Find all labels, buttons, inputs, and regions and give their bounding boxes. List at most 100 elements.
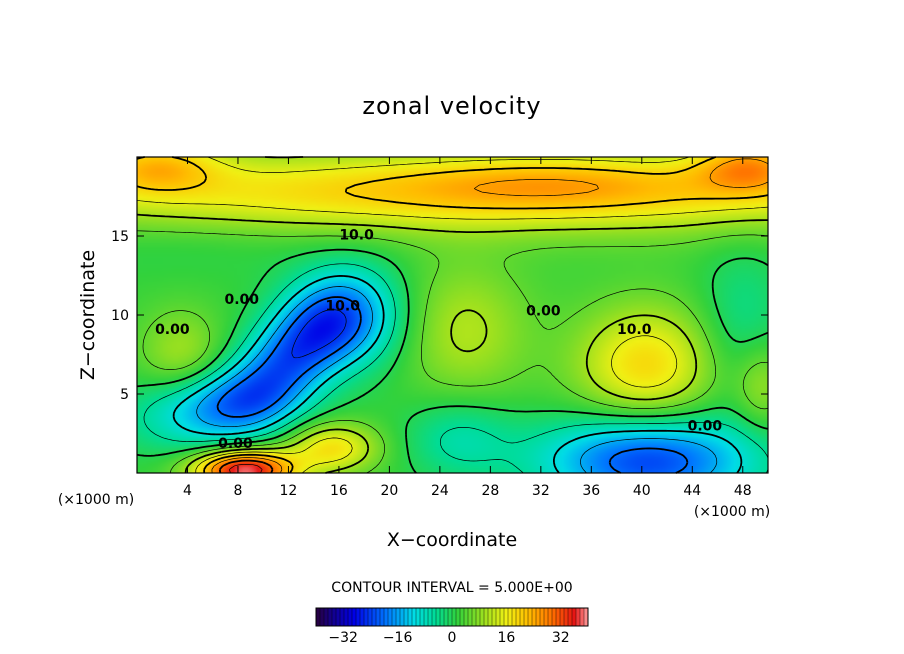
x-tick-label: 36 — [582, 483, 600, 499]
contour-label: 0.00 — [218, 436, 253, 452]
colorbar-swatch — [336, 608, 341, 626]
colorbar-swatch — [424, 608, 429, 626]
contour-line — [136, 156, 769, 474]
colorbar-swatch — [528, 608, 533, 626]
colorbar-swatch — [536, 608, 541, 626]
contour-interval-label: CONTOUR INTERVAL = 5.000E+00 — [331, 580, 572, 596]
contour-line — [211, 158, 769, 474]
colorbar-swatch — [568, 608, 573, 626]
colorbar: −32 −16 0 16 32 — [315, 607, 589, 646]
colorbar-swatch — [344, 608, 349, 626]
colorbar-swatch — [464, 608, 469, 626]
x-tick-label: 12 — [280, 483, 298, 499]
colorbar-tick-label: 32 — [552, 630, 570, 646]
x-tick-label: 4 — [183, 483, 192, 499]
colorbar-swatch — [392, 608, 397, 626]
y-tick-label: 15 — [111, 229, 129, 245]
colorbar-swatch — [556, 608, 561, 626]
colorbar-swatch — [328, 608, 333, 626]
colorbar-swatch — [376, 608, 381, 626]
colorbar-swatch — [432, 608, 437, 626]
x-axis-label: X−coordinate — [387, 529, 517, 551]
contour-line — [216, 296, 689, 474]
colorbar-swatch — [388, 608, 393, 626]
colorbar-swatch — [408, 608, 413, 626]
colorbar-swatch — [368, 608, 373, 626]
colorbar-swatch — [468, 608, 473, 626]
colorbar-swatch — [332, 608, 337, 626]
colorbar-swatch — [472, 608, 477, 626]
colorbar-swatch — [540, 608, 545, 626]
x-tick-label: 16 — [330, 483, 348, 499]
contour-label: 0.00 — [224, 292, 259, 308]
colorbar-swatch — [548, 608, 553, 626]
colorbar-swatch — [552, 608, 557, 626]
y-axis-label: Z−coordinate — [77, 250, 99, 380]
colorbar-swatch — [572, 608, 577, 626]
colorbar-swatch — [436, 608, 441, 626]
x-tick-label: 20 — [380, 483, 398, 499]
colorbar-frame — [315, 607, 589, 627]
contour-label: 10.0 — [325, 299, 360, 315]
colorbar-swatch — [324, 608, 329, 626]
colorbar-swatch — [580, 608, 585, 626]
contour-line — [143, 263, 769, 474]
colorbar-tick-label: −16 — [383, 630, 413, 646]
x-tick-label: 8 — [233, 483, 242, 499]
colorbar-swatch — [460, 608, 465, 626]
colorbar-swatch — [524, 608, 529, 626]
colorbar-swatch — [448, 608, 453, 626]
colorbar-swatch — [364, 608, 369, 626]
y-tick-label: 5 — [120, 387, 129, 403]
x-tick-label: 28 — [481, 483, 499, 499]
velocity-field — [137, 157, 768, 473]
contour-line — [172, 275, 743, 474]
colorbar-swatch — [400, 608, 405, 626]
colorbar-swatch — [380, 608, 385, 626]
colorbar-swatch — [428, 608, 433, 626]
colorbar-swatch — [484, 608, 489, 626]
colorbar-swatch — [320, 608, 325, 626]
colorbar-swatch — [316, 608, 321, 626]
colorbar-swatch — [560, 608, 565, 626]
colorbar-swatch — [516, 608, 521, 626]
colorbar-tick-label: 0 — [448, 630, 457, 646]
colorbar-swatch — [456, 608, 461, 626]
colorbar-swatch — [404, 608, 409, 626]
contour-label: 10.0 — [617, 322, 652, 338]
x-tick-label: 32 — [532, 483, 550, 499]
contour-line — [291, 309, 347, 359]
colorbar-swatch — [360, 608, 365, 626]
contour-label: 0.00 — [688, 419, 723, 435]
x-unit-right: (×1000 m) — [694, 504, 770, 520]
contour-line — [136, 248, 769, 474]
colorbar-swatch — [584, 608, 589, 626]
contour-label: 0.00 — [155, 322, 190, 338]
contour-label: 0.00 — [526, 303, 561, 319]
colorbar-swatch — [476, 608, 481, 626]
y-tick-label: 10 — [111, 308, 129, 324]
chart-title: zonal velocity — [362, 92, 541, 120]
colorbar-swatch — [352, 608, 357, 626]
colorbar-swatch — [348, 608, 353, 626]
colorbar-swatch — [500, 608, 505, 626]
contour-labels: 10.0 0.00 10.0 0.00 0.00 10.0 0.00 0.00 — [155, 227, 722, 452]
colorbar-swatch — [420, 608, 425, 626]
colorbar-swatch — [480, 608, 485, 626]
contour-line — [218, 459, 274, 474]
colorbar-swatch — [444, 608, 449, 626]
colorbar-swatch — [396, 608, 401, 626]
colorbar-swatch — [504, 608, 509, 626]
colorbar-swatch — [492, 608, 497, 626]
colorbar-swatch — [520, 608, 525, 626]
colorbar-swatch — [512, 608, 517, 626]
contour-line — [136, 230, 769, 474]
colorbar-swatch — [416, 608, 421, 626]
colorbar-swatch — [496, 608, 501, 626]
x-tick-label: 44 — [683, 483, 701, 499]
colorbar-swatch — [576, 608, 581, 626]
colorbar-tick-label: −32 — [328, 630, 358, 646]
colorbar-swatch — [508, 608, 513, 626]
